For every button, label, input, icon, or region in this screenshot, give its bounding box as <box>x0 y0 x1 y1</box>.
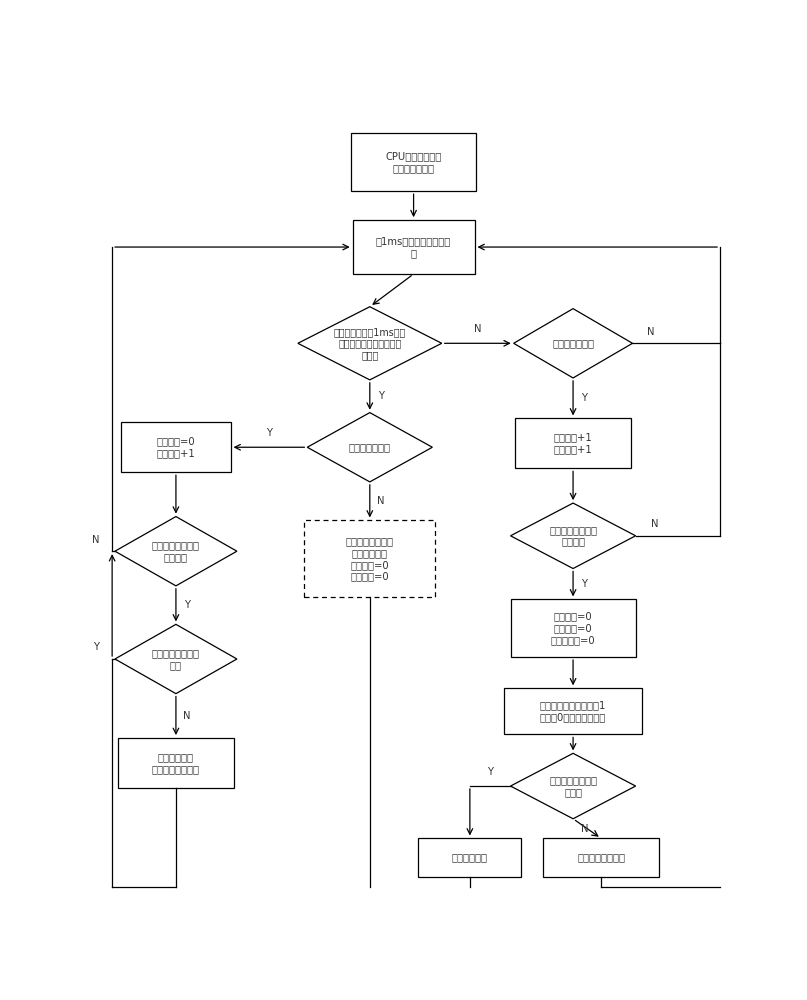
Bar <box>543 838 659 877</box>
Bar <box>504 688 642 734</box>
Text: Y: Y <box>378 391 384 401</box>
Text: 开关之前是否已经
故障: 开关之前是否已经 故障 <box>152 648 200 670</box>
Text: Y: Y <box>266 428 272 438</box>
Text: Y: Y <box>93 642 99 652</box>
Text: 稳定计数+1
抖动计数+1: 稳定计数+1 抖动计数+1 <box>554 433 592 454</box>
Text: 是否有事件标志: 是否有事件标志 <box>552 338 594 348</box>
Text: N: N <box>183 711 191 721</box>
Polygon shape <box>115 624 237 694</box>
Text: Y: Y <box>581 393 587 403</box>
Text: N: N <box>580 824 588 834</box>
Text: 采集通道值与前1ms采集
到的值做比较看状态是否
有变化: 采集通道值与前1ms采集 到的值做比较看状态是否 有变化 <box>333 327 406 360</box>
Polygon shape <box>511 503 636 569</box>
Bar <box>515 418 631 468</box>
Text: 如果通道失效标志位为1
此时清0并上报故障消除: 如果通道失效标志位为1 此时清0并上报故障消除 <box>540 701 606 722</box>
Text: 以1ms的频率采集通道状
态: 以1ms的频率采集通道状 态 <box>376 236 451 258</box>
Polygon shape <box>298 307 441 380</box>
Bar <box>304 520 436 597</box>
Bar <box>511 599 636 657</box>
Text: N: N <box>93 535 100 545</box>
Polygon shape <box>307 413 433 482</box>
Text: 稳定计数=0
抖动计数=0
事件标志位=0: 稳定计数=0 抖动计数=0 事件标志位=0 <box>550 612 596 645</box>
Text: N: N <box>650 519 659 529</box>
Text: 上报开关状态变化: 上报开关状态变化 <box>577 853 625 863</box>
Bar <box>351 133 476 191</box>
Text: Y: Y <box>581 579 587 589</box>
Bar <box>121 422 231 472</box>
Polygon shape <box>511 753 636 819</box>
Text: 记录下当时的时间
置事件标志位
稳定计数=0
抖动计数=0: 记录下当时的时间 置事件标志位 稳定计数=0 抖动计数=0 <box>346 536 394 581</box>
Text: N: N <box>474 324 482 334</box>
Text: CPU初始化，采集
通道的初始值。: CPU初始化，采集 通道的初始值。 <box>386 152 441 173</box>
Bar <box>118 738 234 788</box>
Bar <box>353 220 475 274</box>
Text: 抖动时间是否大于
故障时间: 抖动时间是否大于 故障时间 <box>152 540 200 562</box>
Polygon shape <box>514 309 633 378</box>
Text: 是否有事件标志: 是否有事件标志 <box>349 442 391 452</box>
Text: 上报开关抖动: 上报开关抖动 <box>452 853 488 863</box>
Text: N: N <box>378 496 385 506</box>
Text: Y: Y <box>487 767 493 777</box>
Bar <box>418 838 521 877</box>
Text: 状态是否与初始状
态一样: 状态是否与初始状 态一样 <box>549 775 597 797</box>
Text: 上报开关故障
置开关失效标志位: 上报开关故障 置开关失效标志位 <box>152 752 200 774</box>
Text: 稳定计数=0
抖动计数+1: 稳定计数=0 抖动计数+1 <box>157 436 195 458</box>
Polygon shape <box>115 517 237 586</box>
Text: N: N <box>647 327 655 337</box>
Text: Y: Y <box>184 600 190 610</box>
Text: 稳定时间是否大于
滤波参数: 稳定时间是否大于 滤波参数 <box>549 525 597 547</box>
